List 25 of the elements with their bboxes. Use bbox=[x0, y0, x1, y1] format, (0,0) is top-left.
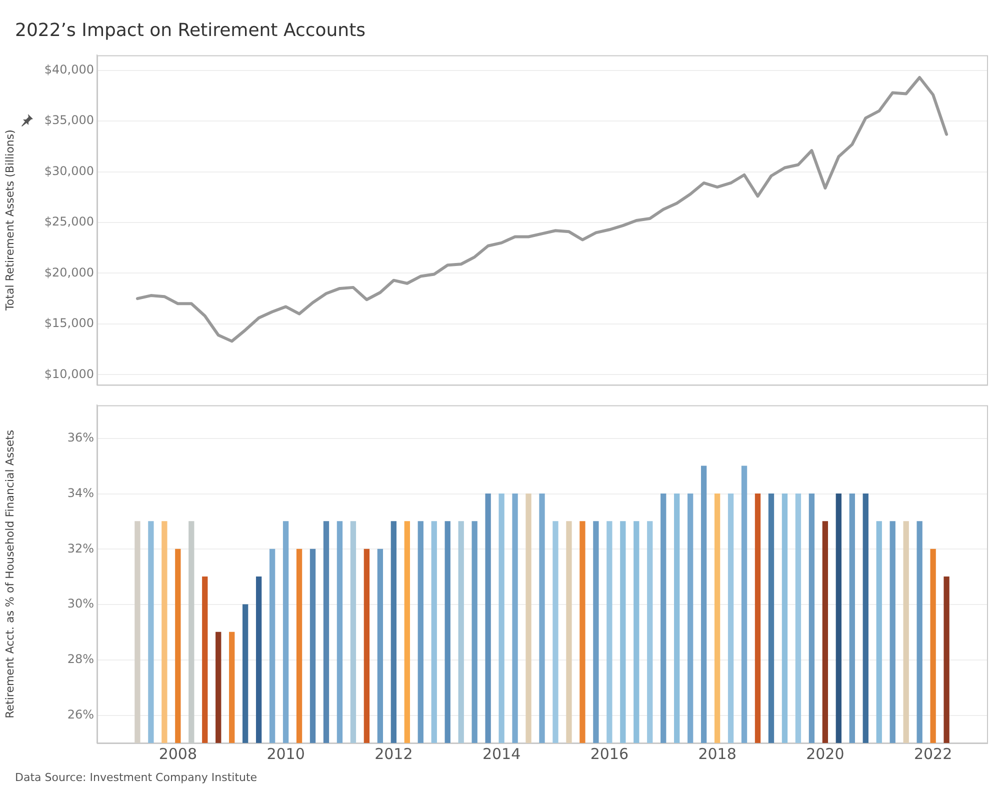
y-tick-label: $30,000 bbox=[44, 164, 94, 178]
y-tick-label: 30% bbox=[67, 596, 94, 611]
x-tick-label: 2016 bbox=[590, 744, 629, 763]
x-tick-label: 2014 bbox=[482, 744, 521, 763]
x-tick-label: 2018 bbox=[698, 744, 736, 763]
y-tick-label: $20,000 bbox=[44, 265, 94, 280]
x-tick-label: 2020 bbox=[806, 744, 844, 763]
x-tick-label: 2022 bbox=[914, 744, 952, 763]
y-tick-label: $15,000 bbox=[44, 316, 94, 330]
y-tick-label: $25,000 bbox=[44, 214, 94, 229]
x-tick-label: 2012 bbox=[374, 744, 413, 763]
source-note: Data Source: Investment Company Institute bbox=[15, 771, 258, 784]
y-axis-title: Total Retirement Assets (Billions) bbox=[3, 130, 16, 312]
y-tick-label: $40,000 bbox=[44, 62, 94, 77]
x-tick-label: 2008 bbox=[158, 744, 198, 763]
y-axis-title: Retirement Acct. as % of Household Financial Assets bbox=[3, 430, 16, 718]
x-tick-label: 2010 bbox=[266, 744, 305, 763]
y-tick-label: 36% bbox=[67, 430, 94, 445]
y-tick-label: $35,000 bbox=[44, 113, 94, 128]
chart-title: 2022’s Impact on Retirement Accounts bbox=[15, 20, 366, 41]
y-tick-label: 34% bbox=[67, 486, 94, 500]
y-tick-label: 28% bbox=[67, 652, 94, 666]
y-tick-label: $10,000 bbox=[44, 366, 94, 381]
y-tick-label: 32% bbox=[67, 541, 94, 556]
y-tick-label: 26% bbox=[67, 707, 94, 722]
